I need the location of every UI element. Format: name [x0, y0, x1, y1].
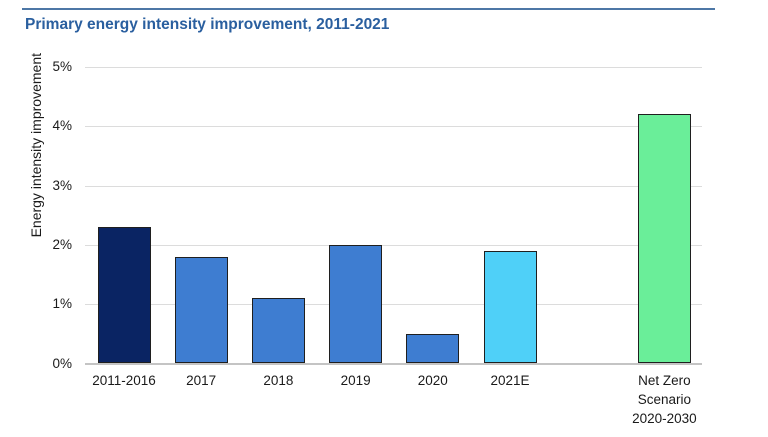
gridline-1%: [85, 304, 702, 306]
y-tick-label: 1%: [52, 296, 72, 312]
x-tick-label: 2017: [186, 373, 217, 388]
y-tick-label: 4%: [52, 118, 72, 134]
y-tick-label: 2%: [52, 236, 72, 252]
x-tick-label: 2021E: [490, 373, 530, 388]
y-axis-label-wrap: Energy intensity improvement: [28, 53, 46, 268]
x-tick-label: Net Zero Scenario 2020-2030: [632, 373, 697, 426]
x-axis-line: [85, 362, 702, 365]
bar-2021E: [483, 250, 537, 364]
x-tick-label: 2019: [340, 373, 371, 388]
gridline-4%: [85, 126, 702, 128]
x-tick-label: 2020: [417, 373, 448, 388]
y-tick-label: 0%: [52, 355, 72, 371]
y-tick-label: 3%: [52, 177, 72, 193]
bar-2019: [329, 244, 383, 364]
bar-2011-2016: [97, 227, 151, 364]
bar-2018: [251, 298, 305, 364]
gridline-2%: [85, 244, 702, 246]
bar-2020: [406, 333, 460, 364]
gridline-5%: [85, 67, 702, 68]
x-tick-label: 2018: [263, 373, 294, 388]
title-divider-rule: [22, 8, 715, 10]
y-tick-label: 5%: [52, 59, 72, 74]
y-axis-label: Energy intensity improvement: [28, 53, 44, 238]
bar-2017: [174, 256, 228, 364]
bar-Net Zero: [637, 114, 691, 364]
chart-title: Primary energy intensity improvement, 20…: [25, 16, 390, 33]
x-tick-label: 2011-2016: [92, 373, 156, 388]
gridline-3%: [85, 185, 702, 187]
